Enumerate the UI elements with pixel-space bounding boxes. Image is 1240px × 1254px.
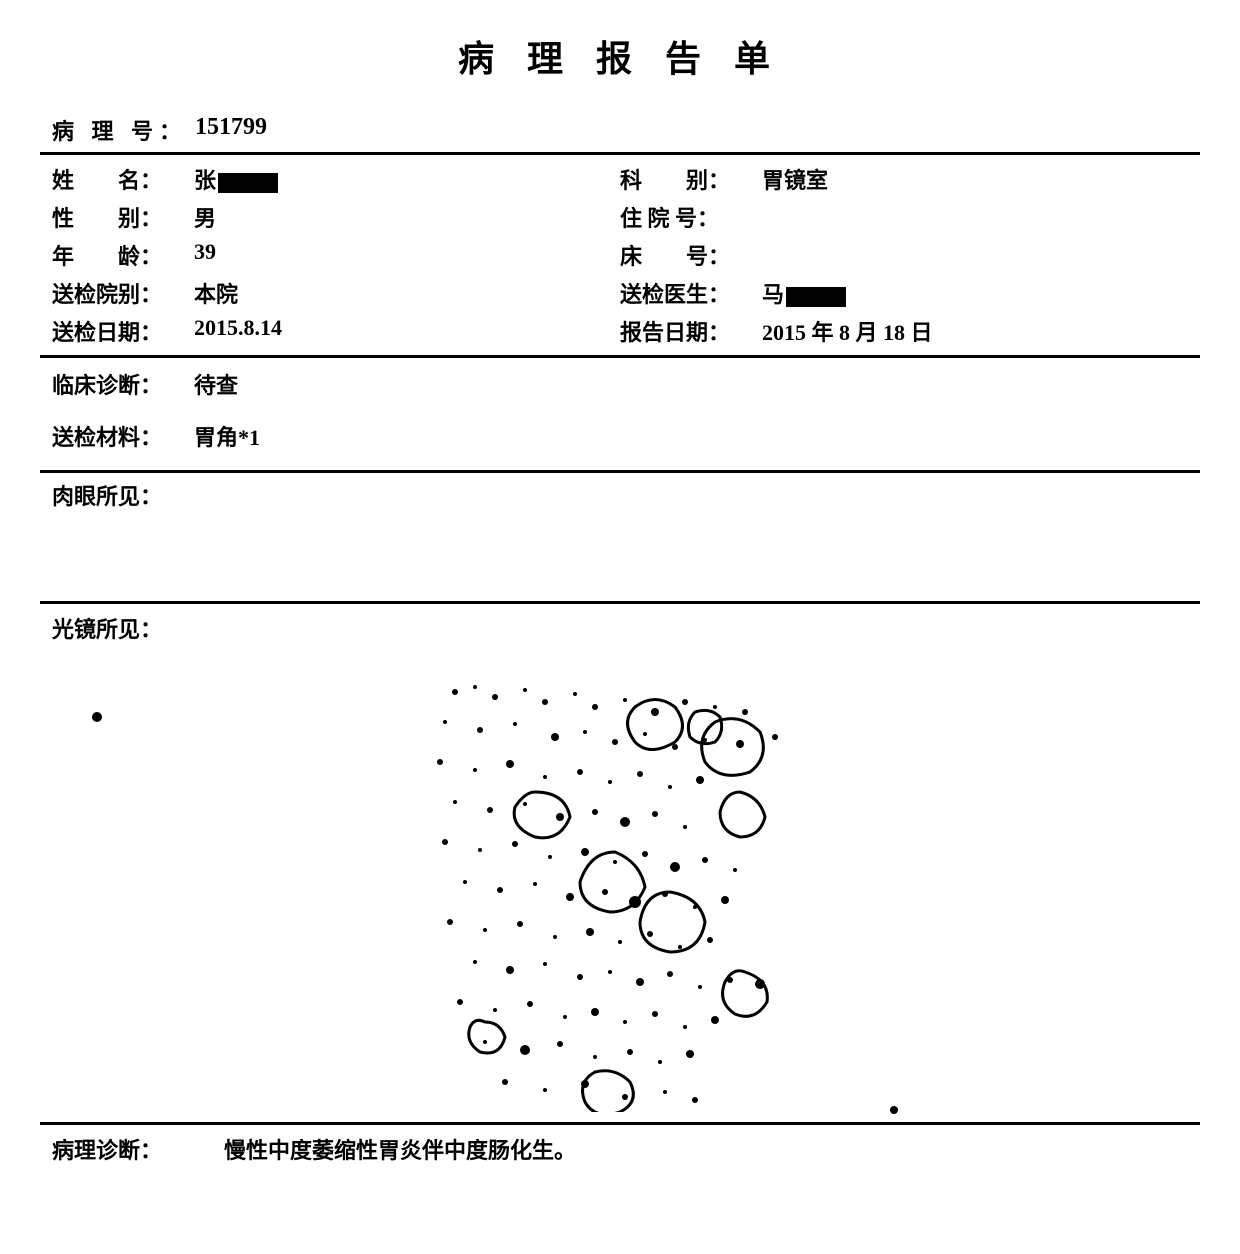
send-date-label: 送检日期： <box>52 315 182 347</box>
pathology-number-label: 病 理 号： <box>52 114 187 146</box>
name-label: 姓 名： <box>52 163 182 195</box>
artifact-dot <box>92 712 102 722</box>
dept-value: 胃镜室 <box>762 163 828 195</box>
doctor-value: 马 <box>762 277 846 309</box>
pathology-diagnosis-section: 病理诊断： 慢性中度萎缩性胃炎伴中度肠化生。 <box>40 1125 1200 1173</box>
report-title: 病 理 报 告 单 <box>40 30 1200 82</box>
age-label: 年 龄： <box>52 239 182 271</box>
inpatient-label: 住 院 号： <box>620 201 750 233</box>
dept-label: 科 别： <box>620 163 750 195</box>
bed-label: 床 号： <box>620 239 750 271</box>
report-date-label: 报告日期： <box>620 315 750 347</box>
microscopy-section: 光镜所见： <box>40 604 1200 1125</box>
age-value: 39 <box>194 239 216 271</box>
hospital-value: 本院 <box>194 277 238 309</box>
pathology-diagnosis-value: 慢性中度萎缩性胃炎伴中度肠化生。 <box>224 1133 576 1165</box>
gross-findings-section: 肉眼所见： <box>40 473 1200 604</box>
material-value: 胃角*1 <box>194 420 260 452</box>
pathology-diagnosis-label: 病理诊断： <box>52 1133 202 1165</box>
artifact-dot-2 <box>890 1106 898 1114</box>
name-redacted <box>218 173 278 193</box>
gross-findings-label: 肉眼所见： <box>52 484 162 509</box>
send-date-value: 2015.8.14 <box>194 315 282 347</box>
doctor-redacted <box>786 287 846 307</box>
microscopy-image <box>385 652 855 1112</box>
gender-label: 性 别： <box>52 201 182 233</box>
microscopy-label: 光镜所见： <box>52 617 162 642</box>
clinical-diagnosis-label: 临床诊断： <box>52 368 182 400</box>
patient-info-section: 姓 名： 张 科 别： 胃镜室 性 别： 男 住 院 号： 年 龄： 39 床 … <box>40 155 1200 358</box>
doctor-label: 送检医生： <box>620 277 750 309</box>
pathology-number-value: 151799 <box>195 114 267 146</box>
gender-value: 男 <box>194 201 216 233</box>
name-value: 张 <box>194 163 278 195</box>
pathology-number-row: 病 理 号： 151799 <box>40 110 1200 155</box>
clinical-diagnosis-value: 待查 <box>194 368 238 400</box>
report-date-value: 2015 年 8 月 18 日 <box>762 315 933 347</box>
hospital-label: 送检院别： <box>52 277 182 309</box>
clinical-section: 临床诊断： 待查 送检材料： 胃角*1 <box>40 358 1200 473</box>
material-label: 送检材料： <box>52 420 182 452</box>
